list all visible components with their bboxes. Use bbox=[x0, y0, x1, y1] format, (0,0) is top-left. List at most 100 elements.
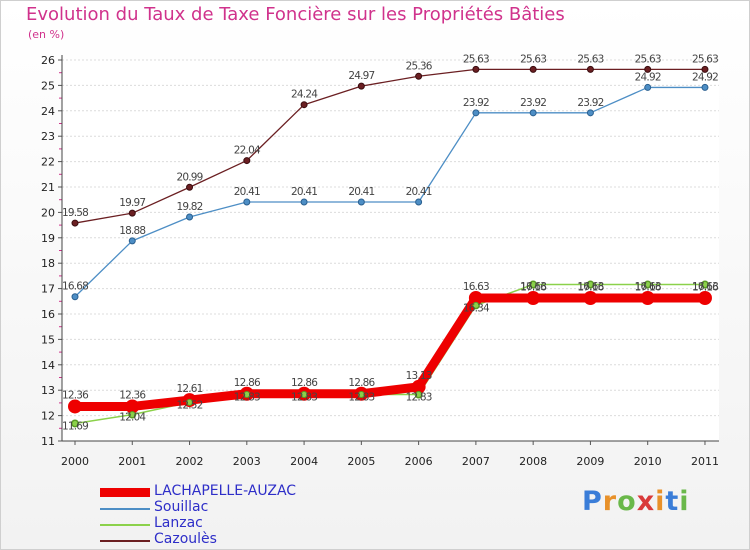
logo-letter: i bbox=[679, 486, 690, 517]
logo-letter: P bbox=[582, 486, 603, 517]
data-label-lanzac: 12.83 bbox=[291, 392, 317, 404]
y-tick-label: 16 bbox=[41, 308, 55, 321]
line-chart: 11 12 13 14 15 16 17 18 19 20 21 22 23 24 25 26 2000 2001… bbox=[41, 53, 720, 468]
point-souillac bbox=[529, 109, 537, 117]
y-tick-label: 15 bbox=[41, 333, 55, 346]
data-label-souillac: 23.92 bbox=[520, 97, 546, 109]
point-lanzac-top bbox=[128, 411, 136, 419]
point-lanzac-top bbox=[300, 391, 308, 399]
point-cazoul-s bbox=[300, 101, 308, 109]
x-tick-label: 2007 bbox=[462, 455, 490, 468]
series-line-souillac bbox=[74, 86, 705, 298]
point-lachapelle-auzac bbox=[68, 399, 82, 414]
point-cazoul-s bbox=[243, 157, 251, 165]
x-tick-label: 2004 bbox=[290, 455, 318, 468]
x-tick-label: 2006 bbox=[405, 455, 433, 468]
logo-letter: x bbox=[636, 486, 656, 517]
point-cazoul-s bbox=[586, 65, 594, 73]
legend-label: Souillac bbox=[154, 499, 209, 515]
legend-swatch-cazoules bbox=[100, 540, 150, 542]
data-label-lachapelle-auzac: 16.63 bbox=[520, 281, 546, 293]
legend-label: Cazoulès bbox=[154, 531, 217, 547]
data-label-lachapelle-auzac: 16.63 bbox=[463, 281, 489, 293]
point-lanzac-top bbox=[415, 391, 423, 399]
data-label-souillac: 20.41 bbox=[348, 186, 374, 198]
series-lines bbox=[68, 65, 712, 428]
unit-label: (en %) bbox=[28, 28, 65, 41]
point-lanzac-top bbox=[357, 391, 365, 399]
data-label-lachapelle-auzac: 13.13 bbox=[406, 370, 432, 382]
legend-label: LACHAPELLE-AUZAC bbox=[154, 483, 297, 499]
logo-letter: i bbox=[655, 486, 666, 517]
data-label-lanzac: 12.83 bbox=[234, 392, 260, 404]
point-cazoul-s bbox=[644, 65, 652, 73]
data-label-lanzac: 12.83 bbox=[406, 392, 432, 404]
point-cazoul-s bbox=[186, 183, 194, 191]
point-cazoul-s bbox=[472, 65, 480, 73]
point-lanzac-top bbox=[586, 281, 594, 289]
data-label-lanzac: 12.52 bbox=[177, 399, 203, 411]
point-lachapelle-auzac bbox=[526, 290, 541, 305]
point-cazoul-s bbox=[357, 82, 365, 90]
data-label-lanzac: 17.16 bbox=[577, 282, 604, 294]
y-tick-label: 19 bbox=[41, 232, 55, 245]
y-tick-label: 23 bbox=[41, 130, 55, 143]
data-label-lachapelle-auzac: 12.36 bbox=[62, 389, 89, 401]
point-souillac bbox=[701, 83, 709, 91]
x-tick-label: 2010 bbox=[634, 455, 662, 468]
legend-label: Lanzac bbox=[154, 515, 203, 531]
data-label-lanzac: 16.34 bbox=[463, 302, 490, 314]
data-label-cazoul-s: 25.36 bbox=[406, 60, 433, 72]
data-label-lachapelle-auzac: 16.63 bbox=[577, 281, 603, 293]
point-lachapelle-auzac bbox=[583, 290, 598, 305]
data-label-souillac: 23.92 bbox=[577, 97, 603, 109]
data-label-lanzac: 17.16 bbox=[692, 282, 719, 294]
data-label-souillac: 20.41 bbox=[234, 186, 260, 198]
data-label-cazoul-s: 25.63 bbox=[463, 53, 489, 65]
data-label-lachapelle-auzac: 12.61 bbox=[177, 383, 203, 395]
point-souillac bbox=[644, 83, 652, 91]
data-label-lachapelle-auzac: 16.63 bbox=[635, 281, 661, 293]
y-tick-label: 17 bbox=[41, 283, 55, 296]
point-lanzac-top bbox=[186, 398, 194, 406]
data-label-lachapelle-auzac: 12.86 bbox=[291, 377, 318, 389]
data-label-souillac: 16.68 bbox=[62, 281, 88, 293]
point-cazoul-s bbox=[128, 209, 136, 217]
y-tick-label: 21 bbox=[41, 181, 55, 194]
data-label-lachapelle-auzac: 16.63 bbox=[692, 281, 718, 293]
legend-swatch-lanzac bbox=[100, 524, 150, 526]
data-label-souillac: 19.82 bbox=[177, 201, 203, 213]
point-lachapelle-auzac bbox=[640, 290, 655, 305]
y-tick-label: 25 bbox=[41, 79, 55, 92]
point-lanzac-top bbox=[243, 391, 251, 399]
data-label-lachapelle-auzac: 12.86 bbox=[348, 377, 375, 389]
data-label-lanzac: 12.83 bbox=[348, 392, 374, 404]
x-tick-label: 2001 bbox=[118, 455, 146, 468]
point-souillac bbox=[472, 109, 480, 117]
data-label-cazoul-s: 25.63 bbox=[635, 53, 661, 65]
data-label-souillac: 20.41 bbox=[291, 186, 317, 198]
y-tick-label: 18 bbox=[41, 257, 55, 270]
y-tick-label: 26 bbox=[41, 54, 55, 67]
data-label-cazoul-s: 25.63 bbox=[577, 53, 603, 65]
point-cazoul-s bbox=[415, 72, 423, 80]
proxiti-logo: Proxiti bbox=[582, 486, 690, 517]
point-souillac bbox=[186, 213, 194, 221]
data-labels: 19.58 19.97 20.99 22.04 24.24 24.97 25.36 25.63… bbox=[62, 53, 720, 432]
logo-letter: t bbox=[665, 486, 680, 517]
data-label-cazoul-s: 24.97 bbox=[348, 70, 374, 82]
point-cazoul-s bbox=[71, 219, 79, 227]
point-souillac bbox=[71, 293, 79, 301]
y-tick-label: 20 bbox=[41, 206, 55, 219]
series-line-cazoul-s bbox=[74, 68, 705, 224]
data-label-cazoul-s: 25.63 bbox=[520, 53, 546, 65]
point-cazoul-s bbox=[701, 65, 709, 73]
data-label-cazoul-s: 19.58 bbox=[62, 207, 88, 219]
point-souillac bbox=[300, 198, 308, 206]
y-tick-label: 11 bbox=[41, 435, 55, 448]
point-souillac bbox=[128, 237, 136, 245]
plot-area bbox=[62, 60, 719, 441]
x-tick-label: 2008 bbox=[519, 455, 547, 468]
series-line-lachapelle-auzac bbox=[75, 293, 705, 411]
data-label-souillac: 23.92 bbox=[463, 97, 489, 109]
